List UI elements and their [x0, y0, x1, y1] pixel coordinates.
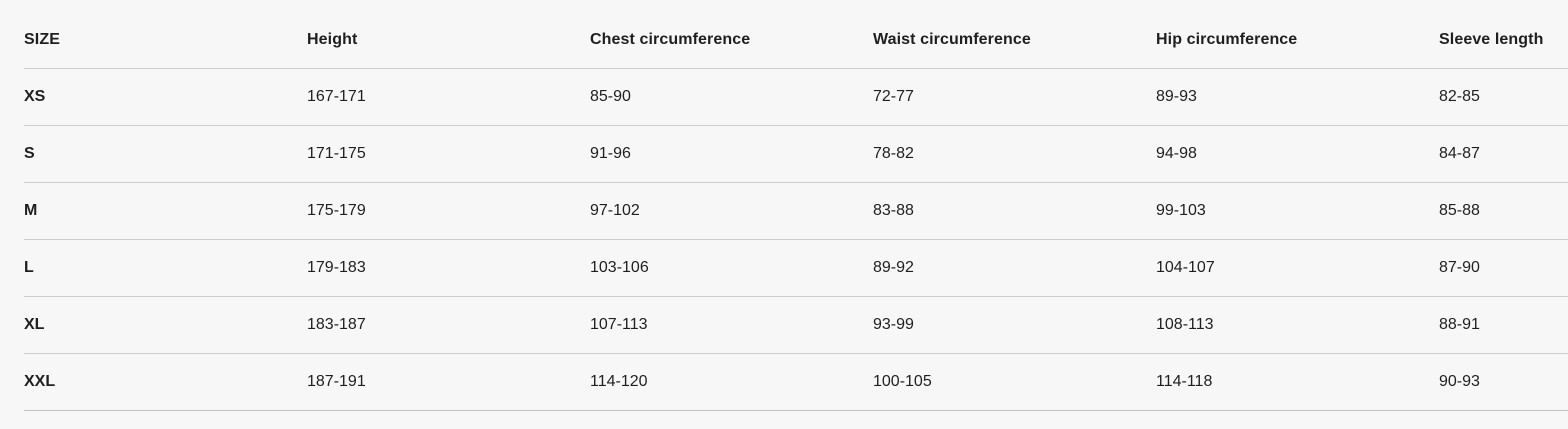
- chest-cell: 85-90: [590, 68, 873, 126]
- header-row: SIZE Height Chest circumference Waist ci…: [24, 12, 1568, 69]
- column-header-chest: Chest circumference: [590, 12, 873, 69]
- chest-cell: 114-120: [590, 353, 873, 411]
- height-cell: 175-179: [307, 182, 590, 240]
- waist-cell: 78-82: [873, 125, 1156, 183]
- sleeve-cell: 85-88: [1439, 182, 1568, 240]
- size-cell: XS: [24, 68, 307, 126]
- column-header-sleeve: Sleeve length: [1439, 12, 1568, 69]
- waist-cell: 93-99: [873, 296, 1156, 354]
- hip-cell: 114-118: [1156, 353, 1439, 411]
- sleeve-cell: 84-87: [1439, 125, 1568, 183]
- chest-cell: 107-113: [590, 296, 873, 354]
- table-row: S 171-175 91-96 78-82 94-98 84-87: [24, 125, 1568, 183]
- waist-cell: 89-92: [873, 239, 1156, 297]
- size-cell: XXL: [24, 353, 307, 411]
- table-row: M 175-179 97-102 83-88 99-103 85-88: [24, 182, 1568, 240]
- waist-cell: 100-105: [873, 353, 1156, 411]
- chest-cell: 91-96: [590, 125, 873, 183]
- table-row: XXL 187-191 114-120 100-105 114-118 90-9…: [24, 353, 1568, 411]
- height-cell: 179-183: [307, 239, 590, 297]
- waist-cell: 72-77: [873, 68, 1156, 126]
- column-header-height: Height: [307, 12, 590, 69]
- hip-cell: 89-93: [1156, 68, 1439, 126]
- sleeve-cell: 88-91: [1439, 296, 1568, 354]
- size-chart-container: SIZE Height Chest circumference Waist ci…: [24, 0, 1568, 411]
- table-row: L 179-183 103-106 89-92 104-107 87-90: [24, 239, 1568, 297]
- column-header-hip: Hip circumference: [1156, 12, 1439, 69]
- hip-cell: 94-98: [1156, 125, 1439, 183]
- height-cell: 171-175: [307, 125, 590, 183]
- table-row: XS 167-171 85-90 72-77 89-93 82-85: [24, 68, 1568, 126]
- height-cell: 187-191: [307, 353, 590, 411]
- waist-cell: 83-88: [873, 182, 1156, 240]
- height-cell: 167-171: [307, 68, 590, 126]
- sleeve-cell: 90-93: [1439, 353, 1568, 411]
- column-header-waist: Waist circumference: [873, 12, 1156, 69]
- hip-cell: 99-103: [1156, 182, 1439, 240]
- hip-cell: 104-107: [1156, 239, 1439, 297]
- size-cell: M: [24, 182, 307, 240]
- size-cell: L: [24, 239, 307, 297]
- height-cell: 183-187: [307, 296, 590, 354]
- sleeve-cell: 87-90: [1439, 239, 1568, 297]
- chest-cell: 103-106: [590, 239, 873, 297]
- table-row: XL 183-187 107-113 93-99 108-113 88-91: [24, 296, 1568, 354]
- sleeve-cell: 82-85: [1439, 68, 1568, 126]
- hip-cell: 108-113: [1156, 296, 1439, 354]
- size-chart-table: SIZE Height Chest circumference Waist ci…: [24, 12, 1568, 411]
- column-header-size: SIZE: [24, 12, 307, 69]
- size-cell: S: [24, 125, 307, 183]
- chest-cell: 97-102: [590, 182, 873, 240]
- size-cell: XL: [24, 296, 307, 354]
